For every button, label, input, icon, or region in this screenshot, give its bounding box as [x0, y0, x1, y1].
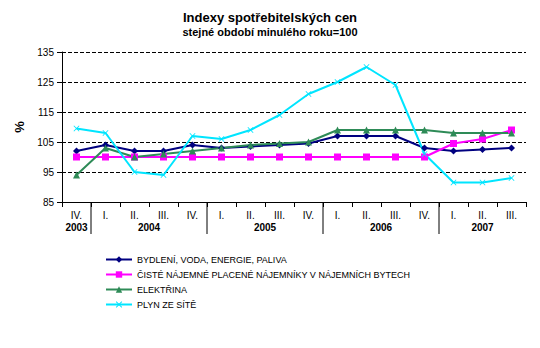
svg-text:2006: 2006	[370, 222, 393, 233]
svg-text:2003: 2003	[65, 222, 88, 233]
svg-text:%: %	[12, 121, 27, 133]
svg-text:III.: III.	[274, 210, 285, 221]
svg-text:III.: III.	[158, 210, 169, 221]
svg-text:ELEKTŘINA: ELEKTŘINA	[137, 285, 187, 295]
svg-text:I.: I.	[219, 210, 225, 221]
svg-text:2005: 2005	[254, 222, 277, 233]
svg-text:95: 95	[43, 167, 55, 178]
svg-text:II.: II.	[478, 210, 486, 221]
svg-text:IV.: IV.	[187, 210, 198, 221]
svg-text:135: 135	[37, 47, 54, 58]
svg-text:IV.: IV.	[419, 210, 430, 221]
svg-text:125: 125	[37, 77, 54, 88]
svg-text:85: 85	[43, 197, 55, 208]
svg-text:IV.: IV.	[71, 210, 82, 221]
svg-text:BYDLENÍ, VODA, ENERGIE, PALIVA: BYDLENÍ, VODA, ENERGIE, PALIVA	[137, 255, 287, 265]
svg-text:115: 115	[38, 107, 54, 118]
svg-text:Indexy spotřebitelských cen: Indexy spotřebitelských cen	[183, 10, 357, 25]
svg-text:I.: I.	[451, 210, 457, 221]
svg-text:PLYN ZE SÍTĚ: PLYN ZE SÍTĚ	[137, 300, 196, 310]
svg-text:2007: 2007	[471, 222, 494, 233]
svg-text:II.: II.	[362, 210, 370, 221]
svg-text:ČISTÉ NÁJEMNÉ PLACENÉ NÁJEMNÍK: ČISTÉ NÁJEMNÉ PLACENÉ NÁJEMNÍKY V NÁJEMN…	[137, 270, 410, 280]
svg-text:I.: I.	[103, 210, 109, 221]
svg-text:II.: II.	[130, 210, 138, 221]
svg-text:III.: III.	[390, 210, 401, 221]
svg-text:105: 105	[37, 137, 54, 148]
svg-text:stejné období minulého roku=10: stejné období minulého roku=100	[182, 26, 357, 38]
svg-text:2004: 2004	[138, 222, 161, 233]
svg-text:I.: I.	[335, 210, 341, 221]
svg-text:III.: III.	[506, 210, 517, 221]
svg-text:II.: II.	[246, 210, 254, 221]
svg-text:IV.: IV.	[303, 210, 314, 221]
